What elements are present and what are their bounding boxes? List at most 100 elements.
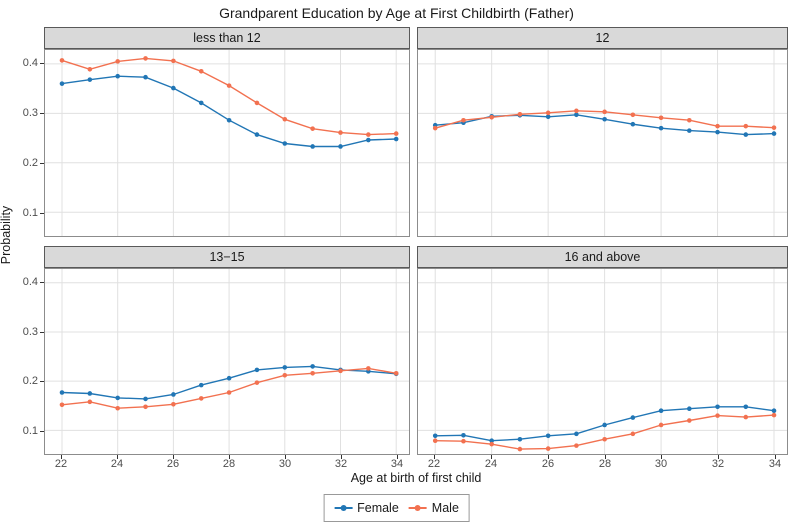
data-point-male [254,380,260,385]
data-point-male [630,431,636,437]
facet-plot-svg [45,50,409,236]
data-point-female [658,125,664,131]
data-point-female [687,406,692,412]
facet-plot-svg [45,269,409,454]
data-point-male [687,117,692,123]
data-point-female [171,392,176,397]
data-point-female [198,100,204,106]
data-point-male [393,371,399,376]
data-point-male [574,108,579,114]
data-point-female [687,128,692,133]
data-point-female [254,132,260,137]
data-point-male [87,66,93,72]
data-point-male [658,115,664,121]
x-tick-mark [173,455,174,459]
data-point-male [489,441,494,447]
data-point-female [171,85,176,91]
data-point-female [715,404,720,410]
legend-item-female: Female [334,501,399,515]
x-tick-label: 34 [768,458,782,470]
data-point-female [254,367,260,373]
data-point-female [517,436,523,442]
x-tick-label: 34 [390,458,404,470]
data-point-female [658,408,664,414]
data-point-female [771,408,777,414]
data-point-male [393,131,399,136]
x-tick-label: 26 [166,458,180,470]
chart-title: Grandparent Education by Age at First Ch… [219,5,574,21]
y-tick-mark [40,332,44,333]
data-point-male [59,58,65,63]
y-tick-mark [40,213,44,214]
data-point-male [715,413,720,418]
y-tick-label: 0.3 [22,107,38,119]
data-point-female [338,144,343,149]
data-point-male [338,130,343,135]
data-point-male [432,125,438,131]
data-point-male [59,402,65,408]
y-tick-mark [40,381,44,382]
data-point-female [143,396,148,402]
legend: Female Male [323,494,470,522]
x-tick-label: 22 [427,458,441,470]
x-tick-label: 28 [222,458,236,470]
x-tick-label: 26 [541,458,555,470]
data-point-female [715,129,720,135]
data-point-female [630,415,636,420]
y-tick-label: 0.4 [22,276,38,288]
data-point-female [143,74,148,80]
data-point-male [310,371,315,376]
data-point-male [226,390,232,395]
x-tick-mark [61,455,62,459]
female-line-dot-icon [334,502,353,514]
data-point-female [602,116,607,122]
data-point-male [282,372,288,378]
data-point-male [226,83,232,88]
data-point-male [338,368,343,374]
x-tick-mark [548,455,549,459]
data-point-female [226,375,232,381]
data-point-female [432,433,438,439]
data-point-male [489,114,494,120]
x-tick-label: 30 [278,458,292,470]
data-point-male [171,402,176,407]
legend-item-male: Male [408,501,459,515]
data-point-female [87,391,93,396]
data-point-female [310,144,315,149]
x-tick-label: 24 [484,458,498,470]
data-point-male [545,446,551,451]
data-point-female [282,141,288,146]
x-tick-mark [117,455,118,459]
data-point-female [743,404,749,410]
data-point-female [115,395,120,401]
data-point-male [254,100,260,106]
x-tick-label: 30 [654,458,668,470]
data-point-male [115,59,120,64]
data-point-male [630,112,636,118]
data-point-female [574,112,579,118]
y-tick-label: 0.1 [22,425,38,437]
data-point-male [198,396,204,401]
y-tick-label: 0.3 [22,326,38,338]
y-tick-label: 0.2 [22,157,38,169]
x-tick-label: 28 [598,458,612,470]
data-point-male [658,422,664,428]
x-tick-mark [341,455,342,459]
x-tick-label: 24 [110,458,124,470]
data-point-male [517,112,523,117]
x-tick-mark [775,455,776,459]
data-point-female [226,117,232,123]
data-point-male [517,446,523,452]
data-point-male [574,443,579,448]
y-tick-label: 0.4 [22,57,38,69]
data-point-male [143,404,148,410]
data-point-female [115,73,120,79]
facet-strip-label: 13−15 [209,250,245,264]
data-point-male [461,117,466,123]
facet-strip-label: 12 [595,31,610,45]
x-tick-label: 22 [54,458,68,470]
data-point-female [461,433,466,438]
y-tick-mark [40,163,44,164]
data-point-male [87,399,93,405]
data-point-female [602,422,607,428]
